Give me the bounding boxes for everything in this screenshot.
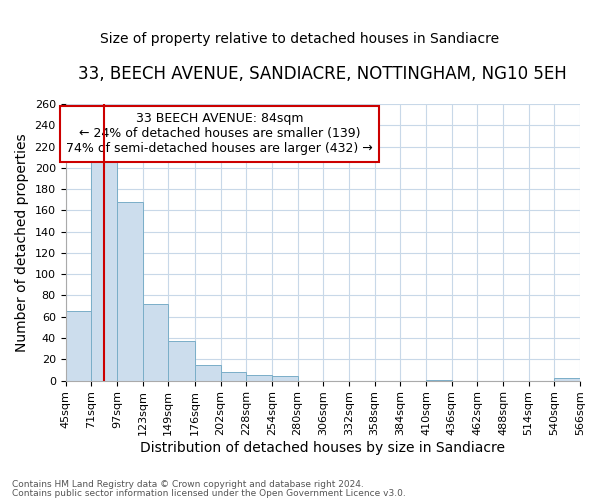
Text: Contains HM Land Registry data © Crown copyright and database right 2024.: Contains HM Land Registry data © Crown c… xyxy=(12,480,364,489)
Bar xyxy=(143,304,168,380)
Title: 33, BEECH AVENUE, SANDIACRE, NOTTINGHAM, NG10 5EH: 33, BEECH AVENUE, SANDIACRE, NOTTINGHAM,… xyxy=(79,65,567,83)
X-axis label: Distribution of detached houses by size in Sandiacre: Distribution of detached houses by size … xyxy=(140,441,505,455)
Bar xyxy=(554,378,580,380)
Bar xyxy=(195,364,221,380)
Bar xyxy=(117,202,143,380)
Bar xyxy=(65,312,91,380)
Text: Contains public sector information licensed under the Open Government Licence v3: Contains public sector information licen… xyxy=(12,488,406,498)
Bar xyxy=(168,341,195,380)
Text: 33 BEECH AVENUE: 84sqm
← 24% of detached houses are smaller (139)
74% of semi-de: 33 BEECH AVENUE: 84sqm ← 24% of detached… xyxy=(67,112,373,156)
Y-axis label: Number of detached properties: Number of detached properties xyxy=(15,133,29,352)
Text: Size of property relative to detached houses in Sandiacre: Size of property relative to detached ho… xyxy=(100,32,500,46)
Bar xyxy=(246,376,272,380)
Bar xyxy=(272,376,298,380)
Bar xyxy=(91,160,117,380)
Bar xyxy=(221,372,246,380)
